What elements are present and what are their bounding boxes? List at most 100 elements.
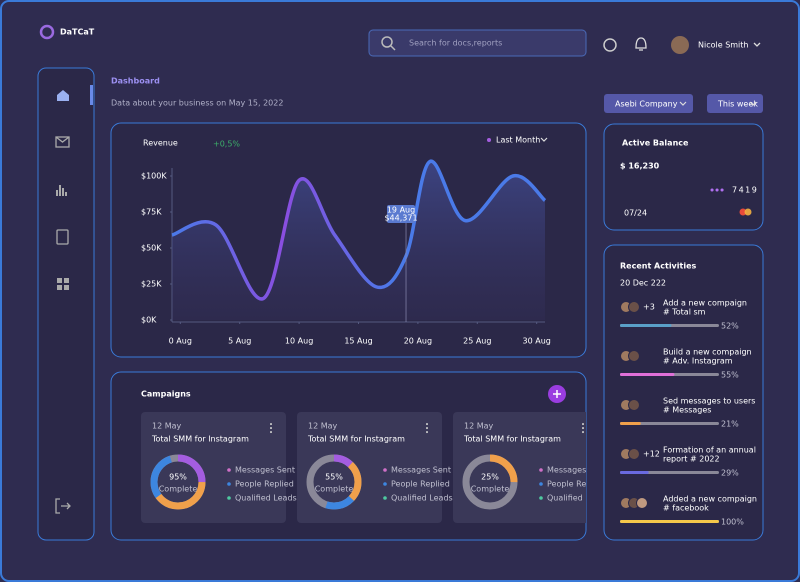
- legend-label: Messages Sent: [391, 466, 451, 475]
- legend-dot: [227, 468, 231, 472]
- logout-icon[interactable]: [55, 498, 71, 514]
- y-tick-label: $25K: [141, 280, 162, 289]
- x-tick-label: 0 Aug: [169, 337, 192, 346]
- search-icon: [390, 45, 396, 51]
- donut-arc: [306, 454, 362, 510]
- activity-title: Sed messages to users: [663, 397, 755, 406]
- progress-bar: [620, 471, 649, 474]
- balance-title: Active Balance: [622, 139, 689, 148]
- activity-tag: # facebook: [663, 504, 709, 513]
- period[interactable]: Last Month: [496, 136, 540, 145]
- tooltip-date: 19 Aug: [387, 206, 415, 215]
- chevron[interactable]: [753, 42, 761, 47]
- progress-track: [620, 422, 719, 425]
- campaign-title: Total SMM for Instagram: [307, 435, 405, 444]
- x-tick-label: 20 Aug: [404, 337, 432, 346]
- progress-bar: [620, 373, 675, 376]
- avatar[interactable]: [671, 36, 689, 54]
- x-tick-label: 30 Aug: [523, 337, 551, 346]
- campaign-date: 12 May: [308, 422, 338, 431]
- activity-tag: # Total sm: [663, 308, 706, 317]
- campaign-date: 12 May: [152, 422, 182, 431]
- campaign-percent: 25%: [481, 473, 499, 482]
- progress-bar: [620, 324, 672, 327]
- x-tick-label: 5 Aug: [228, 337, 251, 346]
- home-icon[interactable]: [57, 90, 69, 101]
- progress-bar: [620, 520, 719, 523]
- campaign-card[interactable]: [141, 412, 286, 523]
- search-icon: [381, 36, 393, 48]
- x-tick-label: 25 Aug: [463, 337, 491, 346]
- legend-label: Qualified Leads: [391, 494, 453, 503]
- legend-label: People Replied: [235, 480, 294, 489]
- campaign-card[interactable]: [297, 412, 442, 523]
- campaign-title: Total SMM for Instagram: [151, 435, 249, 444]
- y-tick-label: $75K: [141, 208, 162, 217]
- revenue-area: [172, 161, 545, 320]
- legend-dot: [539, 496, 543, 500]
- activity-tag: # Adv. Instagram: [663, 357, 733, 366]
- mail-icon[interactable]: [55, 136, 70, 148]
- progress-bar: [620, 422, 641, 425]
- logo: [39, 24, 55, 40]
- campaign-status: Complete: [159, 485, 198, 494]
- filter-button[interactable]: [604, 94, 693, 113]
- legend-dot: [383, 496, 387, 500]
- activity-title: Build a new compaign: [663, 348, 752, 357]
- campaigns-title: Campaigns: [141, 390, 191, 399]
- mail-icon: [55, 136, 70, 143]
- card-logo: [739, 208, 747, 216]
- campaign-status: Complete: [471, 485, 510, 494]
- card-expiry: 07/24: [624, 209, 647, 218]
- donut-arc: [150, 454, 206, 510]
- progress-label: 52%: [721, 322, 739, 331]
- x-tick-label: 15 Aug: [344, 337, 372, 346]
- legend-dot: [227, 482, 231, 486]
- progress-label: 100%: [721, 518, 744, 527]
- legend-dot: [227, 496, 231, 500]
- avatar-extra: +12: [643, 450, 660, 459]
- user-name[interactable]: Nicole Smith: [698, 41, 749, 50]
- page-title: Dashboard: [111, 77, 160, 86]
- y-tick-label: $100K: [141, 172, 167, 181]
- filter-button[interactable]: [707, 94, 763, 113]
- campaign-card[interactable]: [453, 412, 598, 523]
- database-icon[interactable]: [603, 38, 617, 52]
- avatar: [628, 448, 640, 460]
- clipboard-icon[interactable]: [56, 229, 69, 245]
- y-tick-label: $0K: [141, 316, 157, 325]
- revenue-line: [171, 159, 547, 301]
- search-box[interactable]: [368, 29, 587, 57]
- campaign-percent: 55%: [325, 473, 343, 482]
- donut-arc: [150, 454, 206, 510]
- donut-arc: [462, 454, 518, 510]
- y-tick-label: $50K: [141, 244, 162, 253]
- campaign-percent: 95%: [169, 473, 187, 482]
- tooltip-value: $44,371: [384, 214, 417, 223]
- add-icon: [553, 390, 561, 398]
- legend-label: Qualified Leads: [547, 494, 609, 503]
- active-indicator: [90, 85, 93, 105]
- chevron[interactable]: [540, 137, 548, 142]
- activity-tag: # Messages: [663, 406, 711, 415]
- chevron: [679, 101, 687, 106]
- revenue-change: +0,5%: [213, 140, 240, 149]
- legend-dot: [383, 468, 387, 472]
- activity-title: Formation of an annual: [663, 446, 756, 455]
- page-subtitle: Data about your business on May 15, 2022: [111, 99, 283, 108]
- x-tick-label: 10 Aug: [285, 337, 313, 346]
- avatar: [628, 399, 640, 411]
- balance-amount: $ 16,230: [620, 162, 660, 171]
- activities-title: Recent Activities: [620, 262, 697, 271]
- revenue-title: Revenue: [143, 139, 178, 148]
- legend-label: Messages Sent: [235, 466, 295, 475]
- grid-icon[interactable]: [57, 278, 69, 290]
- tooltip: [387, 205, 416, 223]
- progress-label: 21%: [721, 420, 739, 429]
- legend-label: Messages Sent: [547, 466, 607, 475]
- donut-arc: [306, 454, 362, 510]
- chart-icon[interactable]: [56, 185, 67, 196]
- bell-icon[interactable]: [635, 37, 647, 51]
- activities-date: 20 Dec 222: [620, 279, 666, 288]
- chevron: [749, 101, 757, 106]
